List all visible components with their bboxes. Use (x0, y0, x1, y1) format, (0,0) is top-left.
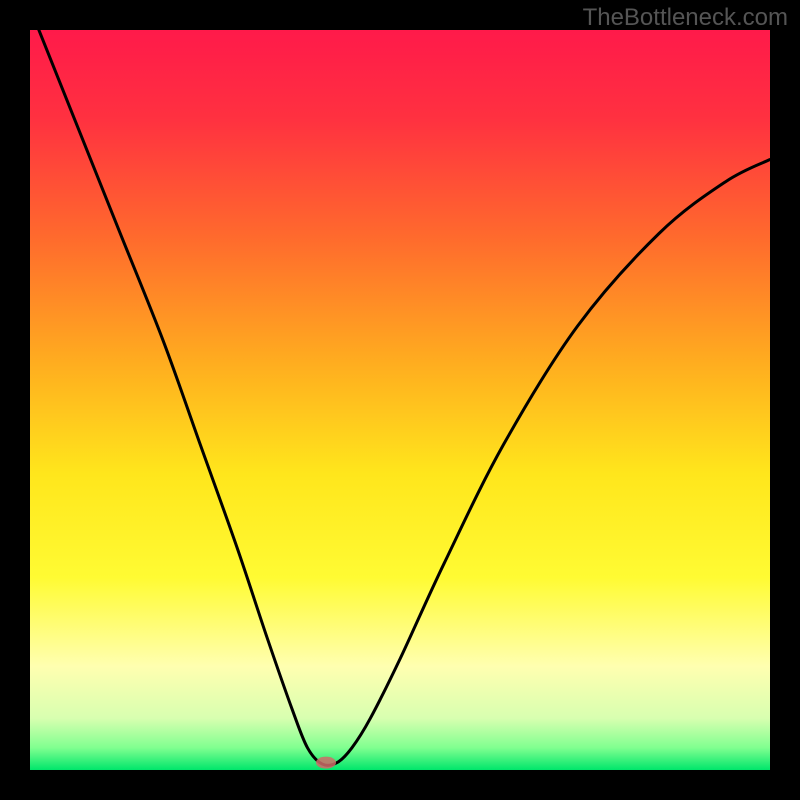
optimum-marker (316, 757, 336, 769)
plot-area (30, 30, 770, 770)
watermark-text: TheBottleneck.com (583, 4, 788, 32)
chart-frame: TheBottleneck.com (0, 0, 800, 800)
plot-svg (30, 30, 770, 770)
